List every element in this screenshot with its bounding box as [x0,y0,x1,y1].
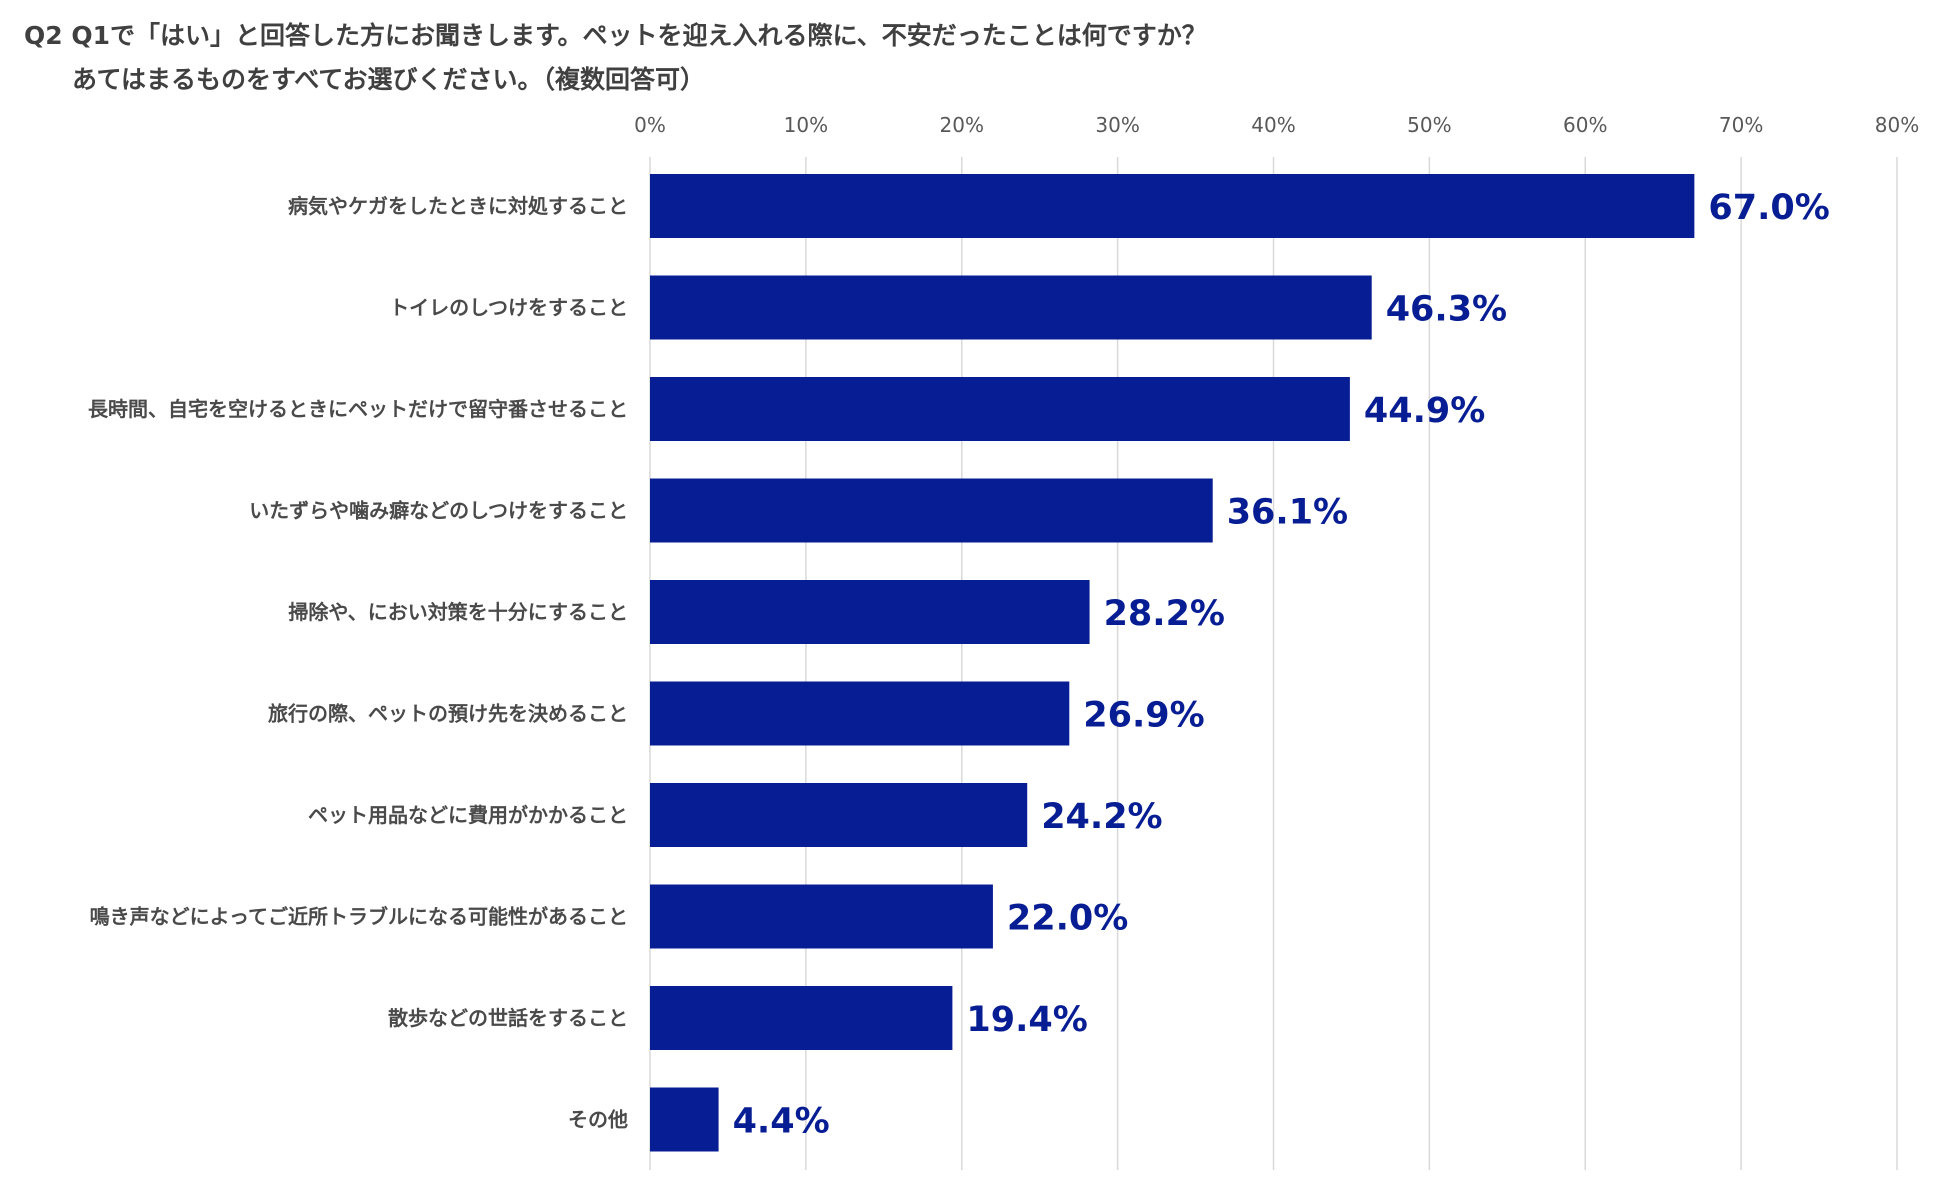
bar [650,377,1350,441]
x-tick-label: 70% [1719,113,1763,137]
x-tick-label: 10% [784,113,828,137]
category-label: その他 [568,1108,628,1132]
data-label: 26.9% [1083,696,1204,736]
bar [650,783,1028,847]
bar [650,986,953,1050]
data-label: 4.4% [733,1102,830,1142]
bar [650,681,1070,746]
data-label: 36.1% [1227,493,1348,533]
x-tick-label: 40% [1251,113,1295,137]
chart-title-line-2: あてはまるものをすべてお選びください。（複数回答可） [72,65,706,94]
bar [650,275,1372,340]
bars [650,174,1695,1152]
data-labels: 67.0% 46.3% 44.9% 36.1% 28.2% 26.9% 24.2% 22.0%… [733,188,1830,1142]
data-label: 22.0% [1007,899,1128,939]
category-label: 病気やケガをしたときに対処すること [288,194,628,218]
bar [650,1087,719,1152]
x-tick-label: 0% [634,113,666,137]
data-label: 67.0% [1708,188,1829,228]
x-tick-label: 60% [1563,113,1607,137]
category-label: トイレのしつけをすること [389,296,628,320]
data-label: 19.4% [966,1000,1087,1040]
category-label: 長時間、自宅を空けるときにペットだけで留守番させること [88,397,628,421]
bar [650,174,1695,238]
x-tick-label: 30% [1095,113,1139,137]
chart-title-line-1: Q2 Q1で「はい」と回答した方にお聞きします。ペットを迎え入れる際に、不安だっ… [24,21,1207,50]
bar [650,478,1213,543]
data-label: 24.2% [1041,797,1162,837]
category-label: ペット用品などに費用がかかること [308,803,628,827]
category-label: 掃除や、におい対策を十分にすること [288,600,628,624]
bar [650,884,993,949]
data-label: 46.3% [1386,290,1507,330]
data-label: 28.2% [1104,594,1225,634]
chart-title: Q2 Q1で「はい」と回答した方にお聞きします。ペットを迎え入れる際に、不安だっ… [24,14,1924,102]
category-labels: 病気やケガをしたときに対処することトイレのしつけをすること長時間、自宅を空けると… [88,194,628,1132]
x-tick-label: 20% [940,113,984,137]
category-label: 鳴き声などによってご近所トラブルになる可能性があること [90,905,628,929]
category-label: 旅行の際、ペットの預け先を決めること [268,702,628,726]
x-tick-label: 50% [1407,113,1451,137]
data-label: 44.9% [1364,391,1485,431]
category-label: 散歩などの世話をすること [388,1006,628,1030]
bar [650,580,1090,644]
x-axis-ticks: 0% 10% 20% 30% 40% 50% 60% 70% 80% [634,113,1919,137]
x-tick-label: 80% [1875,113,1919,137]
category-label: いたずらや噛み癖などのしつけをすること [249,499,628,523]
